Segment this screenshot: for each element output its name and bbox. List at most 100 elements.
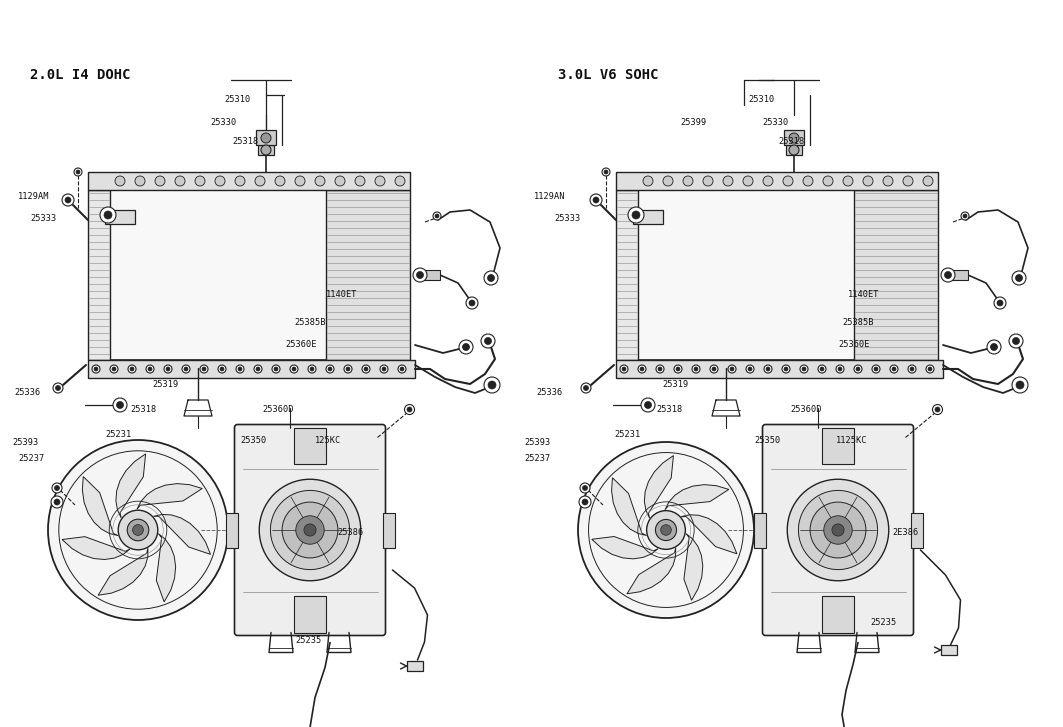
Text: 25399: 25399 <box>680 118 706 127</box>
Circle shape <box>843 176 853 186</box>
Text: 25235: 25235 <box>870 618 896 627</box>
Bar <box>88 190 109 360</box>
Bar <box>105 210 135 224</box>
Text: 25330: 25330 <box>762 118 789 127</box>
Circle shape <box>832 524 844 536</box>
Circle shape <box>638 365 646 373</box>
Circle shape <box>703 176 713 186</box>
Text: 25385B: 25385B <box>294 318 325 327</box>
Circle shape <box>820 367 824 371</box>
Circle shape <box>646 510 686 550</box>
Bar <box>615 172 938 190</box>
Bar <box>952 270 968 280</box>
Circle shape <box>395 176 405 186</box>
Text: 2.0L I4 DOHC: 2.0L I4 DOHC <box>30 68 131 82</box>
Circle shape <box>166 367 170 371</box>
Circle shape <box>941 268 955 282</box>
Circle shape <box>932 404 943 414</box>
Text: 25333: 25333 <box>554 214 580 223</box>
Text: 25310: 25310 <box>224 95 250 104</box>
Circle shape <box>810 502 866 558</box>
Circle shape <box>578 442 754 618</box>
Text: 25318: 25318 <box>778 137 805 146</box>
Bar <box>88 360 415 378</box>
Circle shape <box>94 367 98 371</box>
Bar <box>225 513 237 547</box>
Bar <box>88 172 410 190</box>
FancyBboxPatch shape <box>235 425 386 635</box>
Circle shape <box>656 519 676 541</box>
Circle shape <box>676 367 680 371</box>
Circle shape <box>75 170 80 174</box>
Circle shape <box>270 491 350 569</box>
Circle shape <box>100 207 116 223</box>
Bar <box>424 270 440 280</box>
Circle shape <box>236 365 244 373</box>
Circle shape <box>304 524 316 536</box>
Circle shape <box>104 211 112 219</box>
Circle shape <box>863 176 873 186</box>
Circle shape <box>184 367 188 371</box>
Circle shape <box>854 365 862 373</box>
Circle shape <box>803 176 813 186</box>
Circle shape <box>290 365 298 373</box>
Circle shape <box>200 365 208 373</box>
Circle shape <box>130 367 134 371</box>
Polygon shape <box>153 515 210 555</box>
Text: 25393: 25393 <box>524 438 551 447</box>
Circle shape <box>220 367 224 371</box>
Circle shape <box>74 168 82 176</box>
Text: 25237: 25237 <box>524 454 551 463</box>
Polygon shape <box>592 537 658 559</box>
Circle shape <box>400 367 404 371</box>
Circle shape <box>819 365 826 373</box>
Circle shape <box>53 383 63 393</box>
Polygon shape <box>684 534 703 601</box>
Bar <box>822 595 854 632</box>
Circle shape <box>459 340 473 354</box>
Circle shape <box>602 168 610 176</box>
Circle shape <box>1009 334 1023 348</box>
Circle shape <box>997 300 1003 306</box>
Text: 25350: 25350 <box>240 436 266 445</box>
Circle shape <box>632 211 640 219</box>
Circle shape <box>890 365 898 373</box>
Circle shape <box>902 176 913 186</box>
Text: 25318: 25318 <box>232 137 258 146</box>
Bar <box>406 661 422 671</box>
Circle shape <box>433 212 441 220</box>
Text: 1140ET: 1140ET <box>848 290 879 299</box>
Text: 3.0L V6 SOHC: 3.0L V6 SOHC <box>558 68 658 82</box>
Circle shape <box>484 377 500 393</box>
Circle shape <box>484 271 497 285</box>
Circle shape <box>261 133 271 143</box>
Polygon shape <box>156 534 175 602</box>
Circle shape <box>62 194 74 206</box>
Circle shape <box>788 479 889 581</box>
Circle shape <box>583 486 588 491</box>
Bar <box>784 130 804 145</box>
Circle shape <box>583 499 588 505</box>
Circle shape <box>590 194 602 206</box>
Circle shape <box>256 367 260 371</box>
Circle shape <box>710 365 718 373</box>
Circle shape <box>784 367 788 371</box>
Text: 25237: 25237 <box>18 454 45 463</box>
Circle shape <box>656 365 664 373</box>
Circle shape <box>622 367 626 371</box>
Circle shape <box>414 268 427 282</box>
Text: 1129AM: 1129AM <box>18 192 50 201</box>
Circle shape <box>604 170 608 174</box>
Circle shape <box>375 176 385 186</box>
Circle shape <box>254 365 261 373</box>
Polygon shape <box>665 485 729 510</box>
Circle shape <box>712 367 716 371</box>
Circle shape <box>155 176 165 186</box>
Circle shape <box>883 176 893 186</box>
Circle shape <box>1012 271 1026 285</box>
Circle shape <box>872 365 880 373</box>
Circle shape <box>674 365 682 373</box>
Circle shape <box>692 365 701 373</box>
Circle shape <box>128 519 149 541</box>
Text: 25330: 25330 <box>210 118 236 127</box>
